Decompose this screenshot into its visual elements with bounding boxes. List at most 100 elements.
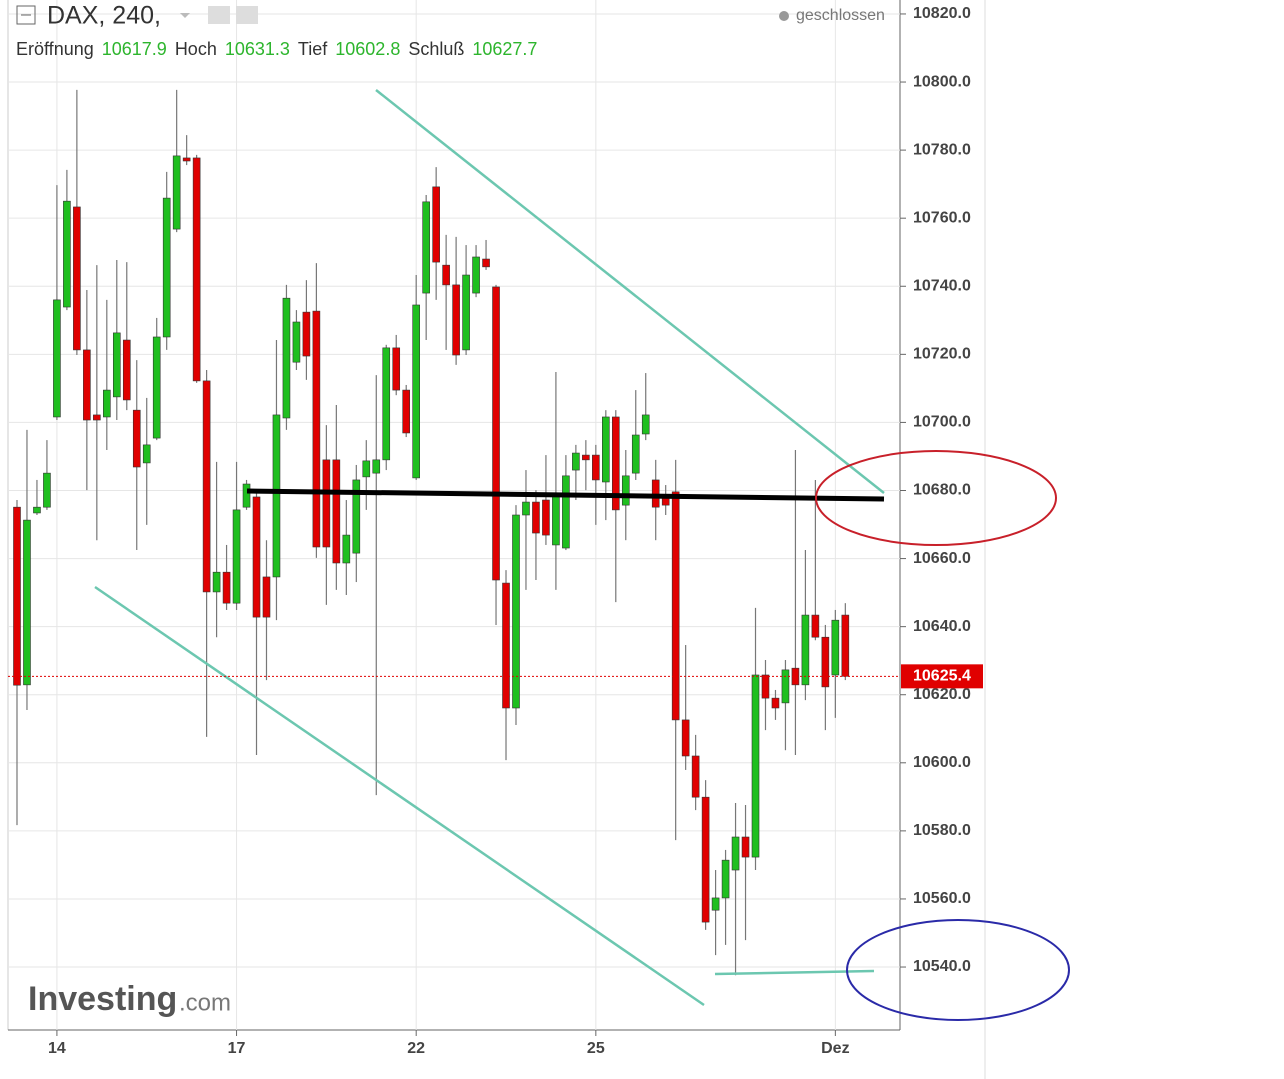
y-tick-label: 10660.0 <box>913 550 971 567</box>
candle-body <box>472 256 480 294</box>
watermark-text: Investing <box>28 980 177 1018</box>
candle-body <box>242 483 251 508</box>
candle-body <box>492 286 500 581</box>
candle-body <box>322 459 331 548</box>
candle-body <box>442 264 450 286</box>
candle-body <box>721 859 730 899</box>
candle-body <box>641 414 650 435</box>
candle-body <box>791 667 800 686</box>
candle-body <box>761 674 770 699</box>
last-price-label: 10625.4 <box>913 668 971 685</box>
ohlc-value: 10617.9 <box>102 39 167 59</box>
candle-body <box>572 452 580 471</box>
watermark: Investing .com <box>28 980 231 1018</box>
candle-body <box>83 349 91 421</box>
x-tick-label: 22 <box>407 1040 425 1057</box>
y-tick-label: 10820.0 <box>913 5 971 22</box>
candle-body <box>462 274 470 351</box>
candle-body <box>232 509 241 604</box>
candle-body <box>412 304 420 479</box>
candle-body <box>392 347 401 391</box>
candle-body <box>53 299 61 418</box>
candle-body <box>332 459 341 564</box>
settings-icon[interactable] <box>208 6 230 24</box>
candle-body <box>362 460 371 478</box>
x-tick-label: 25 <box>587 1040 605 1057</box>
x-tick-label: Dez <box>821 1040 849 1057</box>
candle-body <box>621 475 630 506</box>
symbol: DAX, 240, <box>47 2 161 30</box>
candle-body <box>182 157 191 162</box>
candle-body <box>103 389 111 418</box>
candle-body <box>562 475 570 549</box>
y-tick-label: 10720.0 <box>913 346 971 363</box>
candle-body <box>282 297 291 419</box>
highlight-ellipse <box>846 919 1070 1021</box>
candle-body <box>382 347 391 461</box>
y-tick-label: 10640.0 <box>913 618 971 635</box>
candle-body <box>13 506 21 686</box>
candle-body <box>122 339 131 401</box>
y-tick-label: 10760.0 <box>913 209 971 226</box>
candle-body <box>33 506 41 514</box>
candle-body <box>582 454 590 461</box>
y-tick-label: 10740.0 <box>913 277 971 294</box>
candle-body <box>552 492 560 546</box>
candle-body <box>522 501 530 516</box>
candle-body <box>142 444 151 464</box>
candle-body <box>841 614 850 677</box>
candles <box>13 89 850 976</box>
watermark-text: .com <box>179 989 231 1016</box>
candle-body <box>93 414 101 421</box>
candle-body <box>691 755 700 798</box>
status-dot <box>779 11 789 21</box>
ohlc-label: Hoch <box>175 39 217 59</box>
candle-body <box>611 416 620 511</box>
candle-body <box>342 534 351 564</box>
candle-body <box>671 491 680 721</box>
y-tick-label: 10580.0 <box>913 822 971 839</box>
x-tick-label: 17 <box>228 1040 246 1057</box>
candle-body <box>631 434 640 474</box>
candle-body <box>172 155 181 230</box>
candle-body <box>402 389 411 434</box>
candle-body <box>502 582 510 709</box>
candle-body <box>302 311 311 357</box>
header: DAX, 240, geschlossen Eröffnung 10617.9 Ho… <box>16 2 885 59</box>
ohlc-value: 10627.7 <box>472 39 537 59</box>
candle-body <box>701 796 710 923</box>
candle-body <box>43 472 51 508</box>
candle-body <box>132 409 141 468</box>
candle-body <box>482 258 490 268</box>
candle-body <box>452 284 460 356</box>
status: geschlossen <box>796 7 885 24</box>
candle-body <box>372 459 381 474</box>
candle-body <box>542 499 550 536</box>
candle-body <box>821 636 830 688</box>
candle-body <box>751 674 760 858</box>
candle-body <box>212 571 221 593</box>
x-tick-label: 14 <box>48 1040 66 1057</box>
collapse-icon[interactable] <box>16 5 36 25</box>
candle-body <box>202 380 211 593</box>
y-tick-label: 10540.0 <box>913 958 971 975</box>
y-tick-label: 10600.0 <box>913 754 971 771</box>
candle-body <box>192 157 201 382</box>
y-tick-label: 10620.0 <box>913 686 971 703</box>
candle-body <box>272 414 281 578</box>
candle-body <box>292 321 301 363</box>
candle-body <box>422 201 430 294</box>
candle-body <box>811 614 820 638</box>
dropdown-arrow[interactable] <box>180 13 190 18</box>
candle-body <box>731 836 740 871</box>
candle-body <box>152 336 161 439</box>
candle-body <box>781 669 790 704</box>
candle-body <box>831 619 840 676</box>
candle-body <box>73 206 81 351</box>
settings-icon[interactable] <box>236 6 258 24</box>
ohlc-label: Tief <box>298 39 328 59</box>
ohlc-label: Schluß <box>408 39 464 59</box>
y-tick-label: 10780.0 <box>913 141 971 158</box>
